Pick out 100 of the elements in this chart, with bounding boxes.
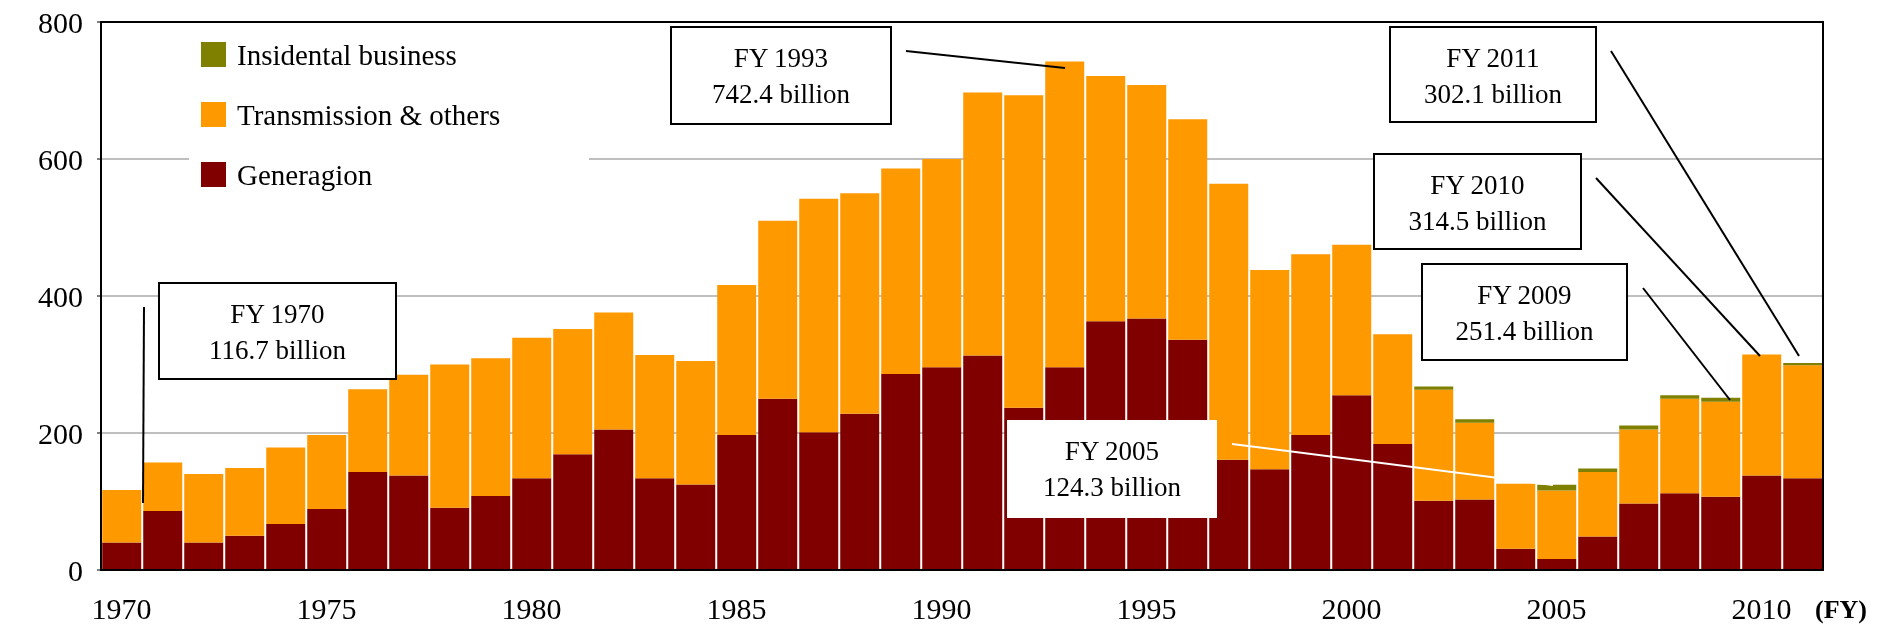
bar [307,509,347,570]
bar [471,496,511,570]
bar [1373,443,1413,570]
bar [1578,472,1618,537]
bar [594,312,634,430]
x-tick-label: 1980 [501,592,562,626]
bar [1291,254,1331,436]
bar [307,435,347,510]
bar [1701,397,1741,402]
bar [1004,95,1044,408]
bar [1332,244,1372,396]
bar [1291,435,1331,570]
annotation: FY 2005 124.3 billion [1042,436,1182,502]
bar [922,159,962,368]
bar [1537,484,1577,491]
bar [758,220,798,399]
bar [717,435,757,570]
y-tick-label: 600 [38,142,83,176]
bar [389,374,429,476]
bar [1250,269,1290,470]
bar [471,358,511,497]
bar [184,542,224,570]
bar [1496,548,1536,570]
bar [1578,536,1618,570]
bar [1209,183,1249,460]
bar [102,542,142,570]
bar [1742,475,1782,570]
x-tick-label: 2010 [1731,592,1792,626]
bar [1660,395,1700,399]
annotation: FY 2010 314.5 billion [1408,170,1547,236]
x-tick-label: 1990 [911,592,972,626]
bar [430,507,470,570]
legend-label: Insidental business [237,39,457,71]
x-tick-label: 2005 [1526,592,1587,626]
x-axis-title: (FY) [1815,595,1867,624]
bar [184,474,224,543]
bar [1250,469,1290,570]
bar [963,355,1003,570]
bar [1455,499,1495,570]
bar [1414,389,1454,501]
bar [348,389,388,473]
annotation: FY 1993 742.4 billion [711,43,851,109]
bar [799,198,839,433]
bar [840,193,880,414]
bar [1537,490,1577,560]
bar [1414,386,1454,390]
bar [881,374,921,570]
bar [1045,61,1085,368]
bar [1455,422,1495,500]
bar [430,364,470,508]
bar [1455,419,1495,423]
x-tick-label: 1975 [296,592,357,626]
bar [1619,429,1659,504]
bar [102,490,142,543]
bar [881,168,921,375]
bar [594,429,634,570]
y-tick-label: 400 [38,279,83,313]
bar [1619,425,1659,430]
bar [635,478,675,570]
bar [1742,354,1782,476]
annotation: FY 2009 251.4 billion [1455,280,1594,346]
legend-label: Generagion [237,159,373,191]
bar [840,413,880,570]
annotation: FY 2011 302.1 billion [1423,43,1563,109]
bar [1127,85,1167,319]
bar [717,285,757,436]
x-tick-label: 1995 [1116,592,1177,626]
bar [963,92,1003,356]
bar [1783,478,1823,570]
bar [553,328,593,455]
x-tick-label: 1970 [91,592,152,626]
bar [1619,503,1659,570]
bar [1168,119,1208,340]
bar [512,478,552,570]
bar [1537,559,1577,570]
bar [143,511,183,570]
bar [225,467,265,536]
bar [512,337,552,479]
bar [389,475,429,570]
bar [1414,500,1454,570]
bar [676,361,716,485]
bar [1701,401,1741,497]
bar [922,367,962,570]
bar [225,535,265,570]
y-tick-label: 0 [68,553,83,587]
bar [1086,76,1126,322]
annotation: FY 1970 116.7 billion [208,299,347,365]
bar [1373,334,1413,444]
bar [553,454,593,570]
bar [1660,398,1700,494]
x-tick-label: 1985 [706,592,767,626]
bar [799,432,839,570]
bar [1332,395,1372,570]
bar [266,447,306,525]
bar [266,524,306,570]
bar [758,398,798,570]
bar [676,484,716,570]
bar [1496,483,1536,549]
bar [1783,365,1823,479]
legend-label: Transmission & others [237,99,501,131]
